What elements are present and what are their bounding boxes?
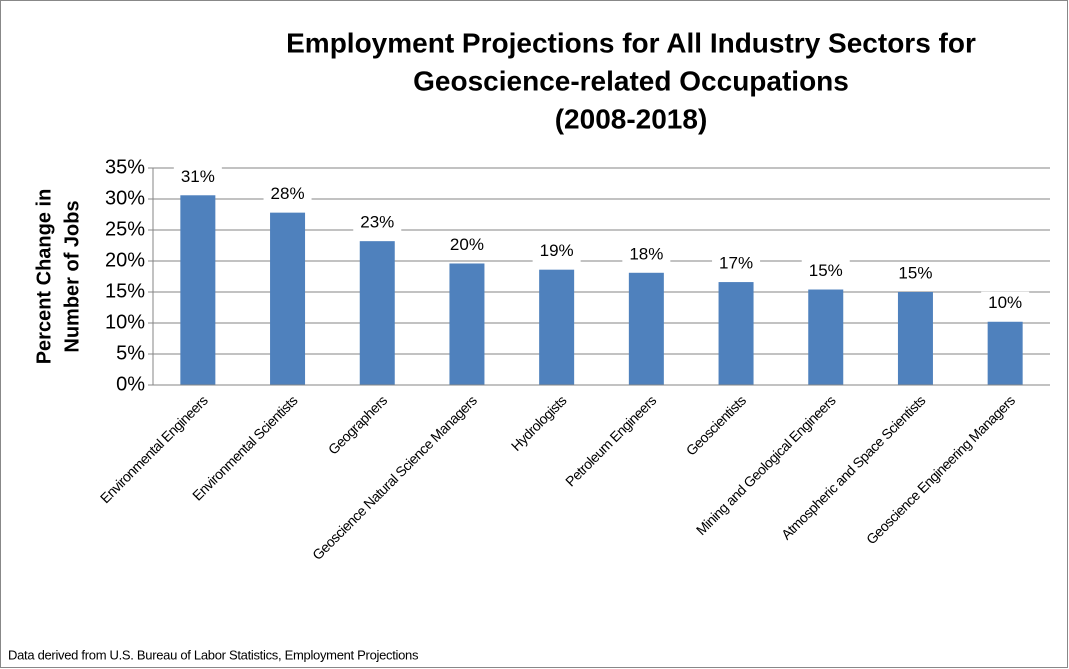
value-label-bg bbox=[263, 182, 312, 207]
value-label: 15% bbox=[809, 261, 843, 280]
value-label-bg bbox=[532, 239, 581, 264]
value-label-bg bbox=[353, 211, 402, 236]
value-label: 31% bbox=[181, 167, 215, 186]
value-label-bg bbox=[981, 291, 1030, 316]
bar bbox=[628, 272, 664, 385]
value-label: 28% bbox=[271, 184, 305, 203]
value-label: 10% bbox=[988, 293, 1022, 312]
bar bbox=[987, 321, 1023, 385]
value-label-bg bbox=[622, 242, 671, 267]
bar bbox=[359, 241, 395, 385]
y-axis-label: Number of Jobs bbox=[61, 200, 83, 352]
y-tick-label: 20% bbox=[105, 249, 145, 271]
value-label: 23% bbox=[360, 213, 394, 232]
bar bbox=[270, 212, 306, 385]
chart-title: Geoscience-related Occupations bbox=[413, 65, 849, 96]
value-label-bg bbox=[891, 262, 940, 286]
y-tick-label: 15% bbox=[105, 280, 145, 302]
chart-title: (2008-2018) bbox=[555, 103, 708, 134]
bar bbox=[808, 289, 844, 385]
value-label: 18% bbox=[629, 244, 663, 263]
value-label: 15% bbox=[898, 263, 932, 282]
y-tick-label: 10% bbox=[105, 311, 145, 333]
source-note: Data derived from U.S. Bureau of Labor S… bbox=[8, 647, 419, 662]
y-tick-label: 35% bbox=[105, 156, 145, 178]
y-tick-label: 5% bbox=[116, 342, 145, 364]
bar bbox=[718, 282, 754, 385]
chart-title: Employment Projections for All Industry … bbox=[286, 27, 976, 58]
value-label: 20% bbox=[450, 235, 484, 254]
bar bbox=[180, 195, 216, 385]
bar bbox=[897, 292, 933, 385]
y-tick-label: 0% bbox=[116, 373, 145, 395]
value-label: 19% bbox=[540, 241, 574, 260]
bar bbox=[539, 269, 575, 385]
value-label: 17% bbox=[719, 254, 753, 273]
y-tick-label: 25% bbox=[105, 218, 145, 240]
y-axis-label: Percent Change in bbox=[33, 189, 55, 365]
value-label-bg bbox=[801, 259, 850, 284]
y-tick-label: 30% bbox=[105, 187, 145, 209]
value-label-bg bbox=[173, 165, 222, 190]
value-label-bg bbox=[442, 233, 491, 258]
value-label-bg bbox=[712, 252, 761, 277]
bar bbox=[449, 263, 485, 385]
